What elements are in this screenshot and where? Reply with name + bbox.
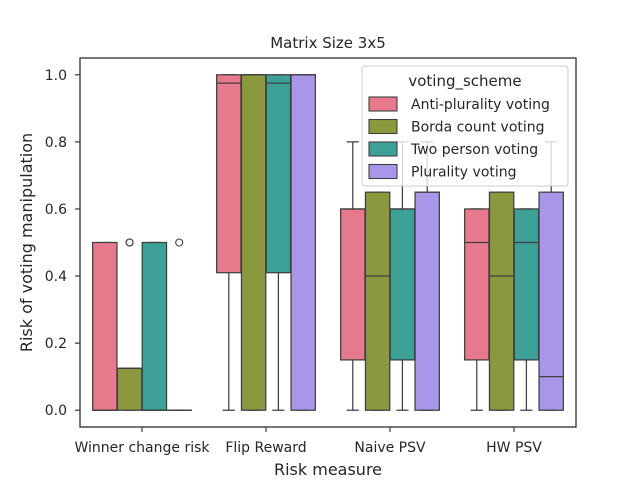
legend-items: Anti-plurality voting Borda count voting T… [368,96,550,181]
box-body [488,191,515,411]
y-axis-label: Risk of voting manipulation [17,133,36,352]
box-0-1 [116,238,143,411]
y-tick-label: 1.0 [45,68,67,84]
box-body [364,191,391,411]
box-2-1 [364,191,391,411]
chart-title: Matrix Size 3x5 [270,34,386,52]
box-body [265,74,292,274]
legend-title: voting_scheme [408,72,521,91]
box-body [340,208,366,361]
legend-swatch [368,141,398,157]
box-2-3 [414,141,440,411]
box-0-0 [92,241,118,411]
box-body [464,208,490,361]
x-tick-label: Winner change risk [74,440,210,456]
x-tick-label: Flip Reward [225,440,306,456]
legend-swatch [368,163,398,180]
legend: voting_scheme Anti-plurality voting Borda… [361,65,569,187]
outlier-point [125,238,134,247]
box-1-0 [216,74,242,411]
outlier-point [175,238,184,247]
box-body [414,191,440,411]
x-tick-label: HW PSV [486,440,542,456]
plot-frame [79,57,577,428]
legend-label: Anti-plurality voting [411,97,550,113]
box-1-2 [265,74,292,411]
box-body [92,241,118,411]
box-body [240,74,267,411]
x-tick-label: Naive PSV [354,440,426,456]
y-tick-label: 0.6 [45,202,67,218]
box-1-3 [290,74,316,411]
box-3-2 [513,208,540,411]
y-tick-label: 0.4 [45,269,67,285]
legend-frame [361,65,569,187]
legend-swatch [368,118,398,135]
box-3-1 [488,191,515,411]
box-body [141,241,168,411]
x-axis-label: Risk measure [274,460,382,479]
x-axis: Winner change risk Flip Reward Naive PSV HW… [74,427,542,456]
box-plots [92,74,564,411]
box-body [389,208,416,361]
y-tick-label: 0.2 [45,336,67,352]
box-body [513,208,540,361]
box-0-3 [166,238,192,411]
y-tick-label: 0.8 [45,135,67,151]
box-body [116,367,143,411]
box-0-2 [141,241,168,411]
y-axis: 0.0 0.2 0.4 0.6 0.8 1.0 [45,68,80,419]
box-2-0 [340,141,366,411]
legend-swatch [368,96,398,112]
legend-label: Two person voting [410,142,538,158]
box-body [290,74,316,411]
box-body [216,74,242,274]
legend-label: Plurality voting [411,165,517,181]
box-body [538,191,564,411]
legend-label: Borda count voting [411,120,545,136]
box-2-2 [389,141,416,411]
box-3-0 [464,208,490,411]
box-1-1 [240,74,267,411]
y-tick-label: 0.0 [45,403,67,419]
